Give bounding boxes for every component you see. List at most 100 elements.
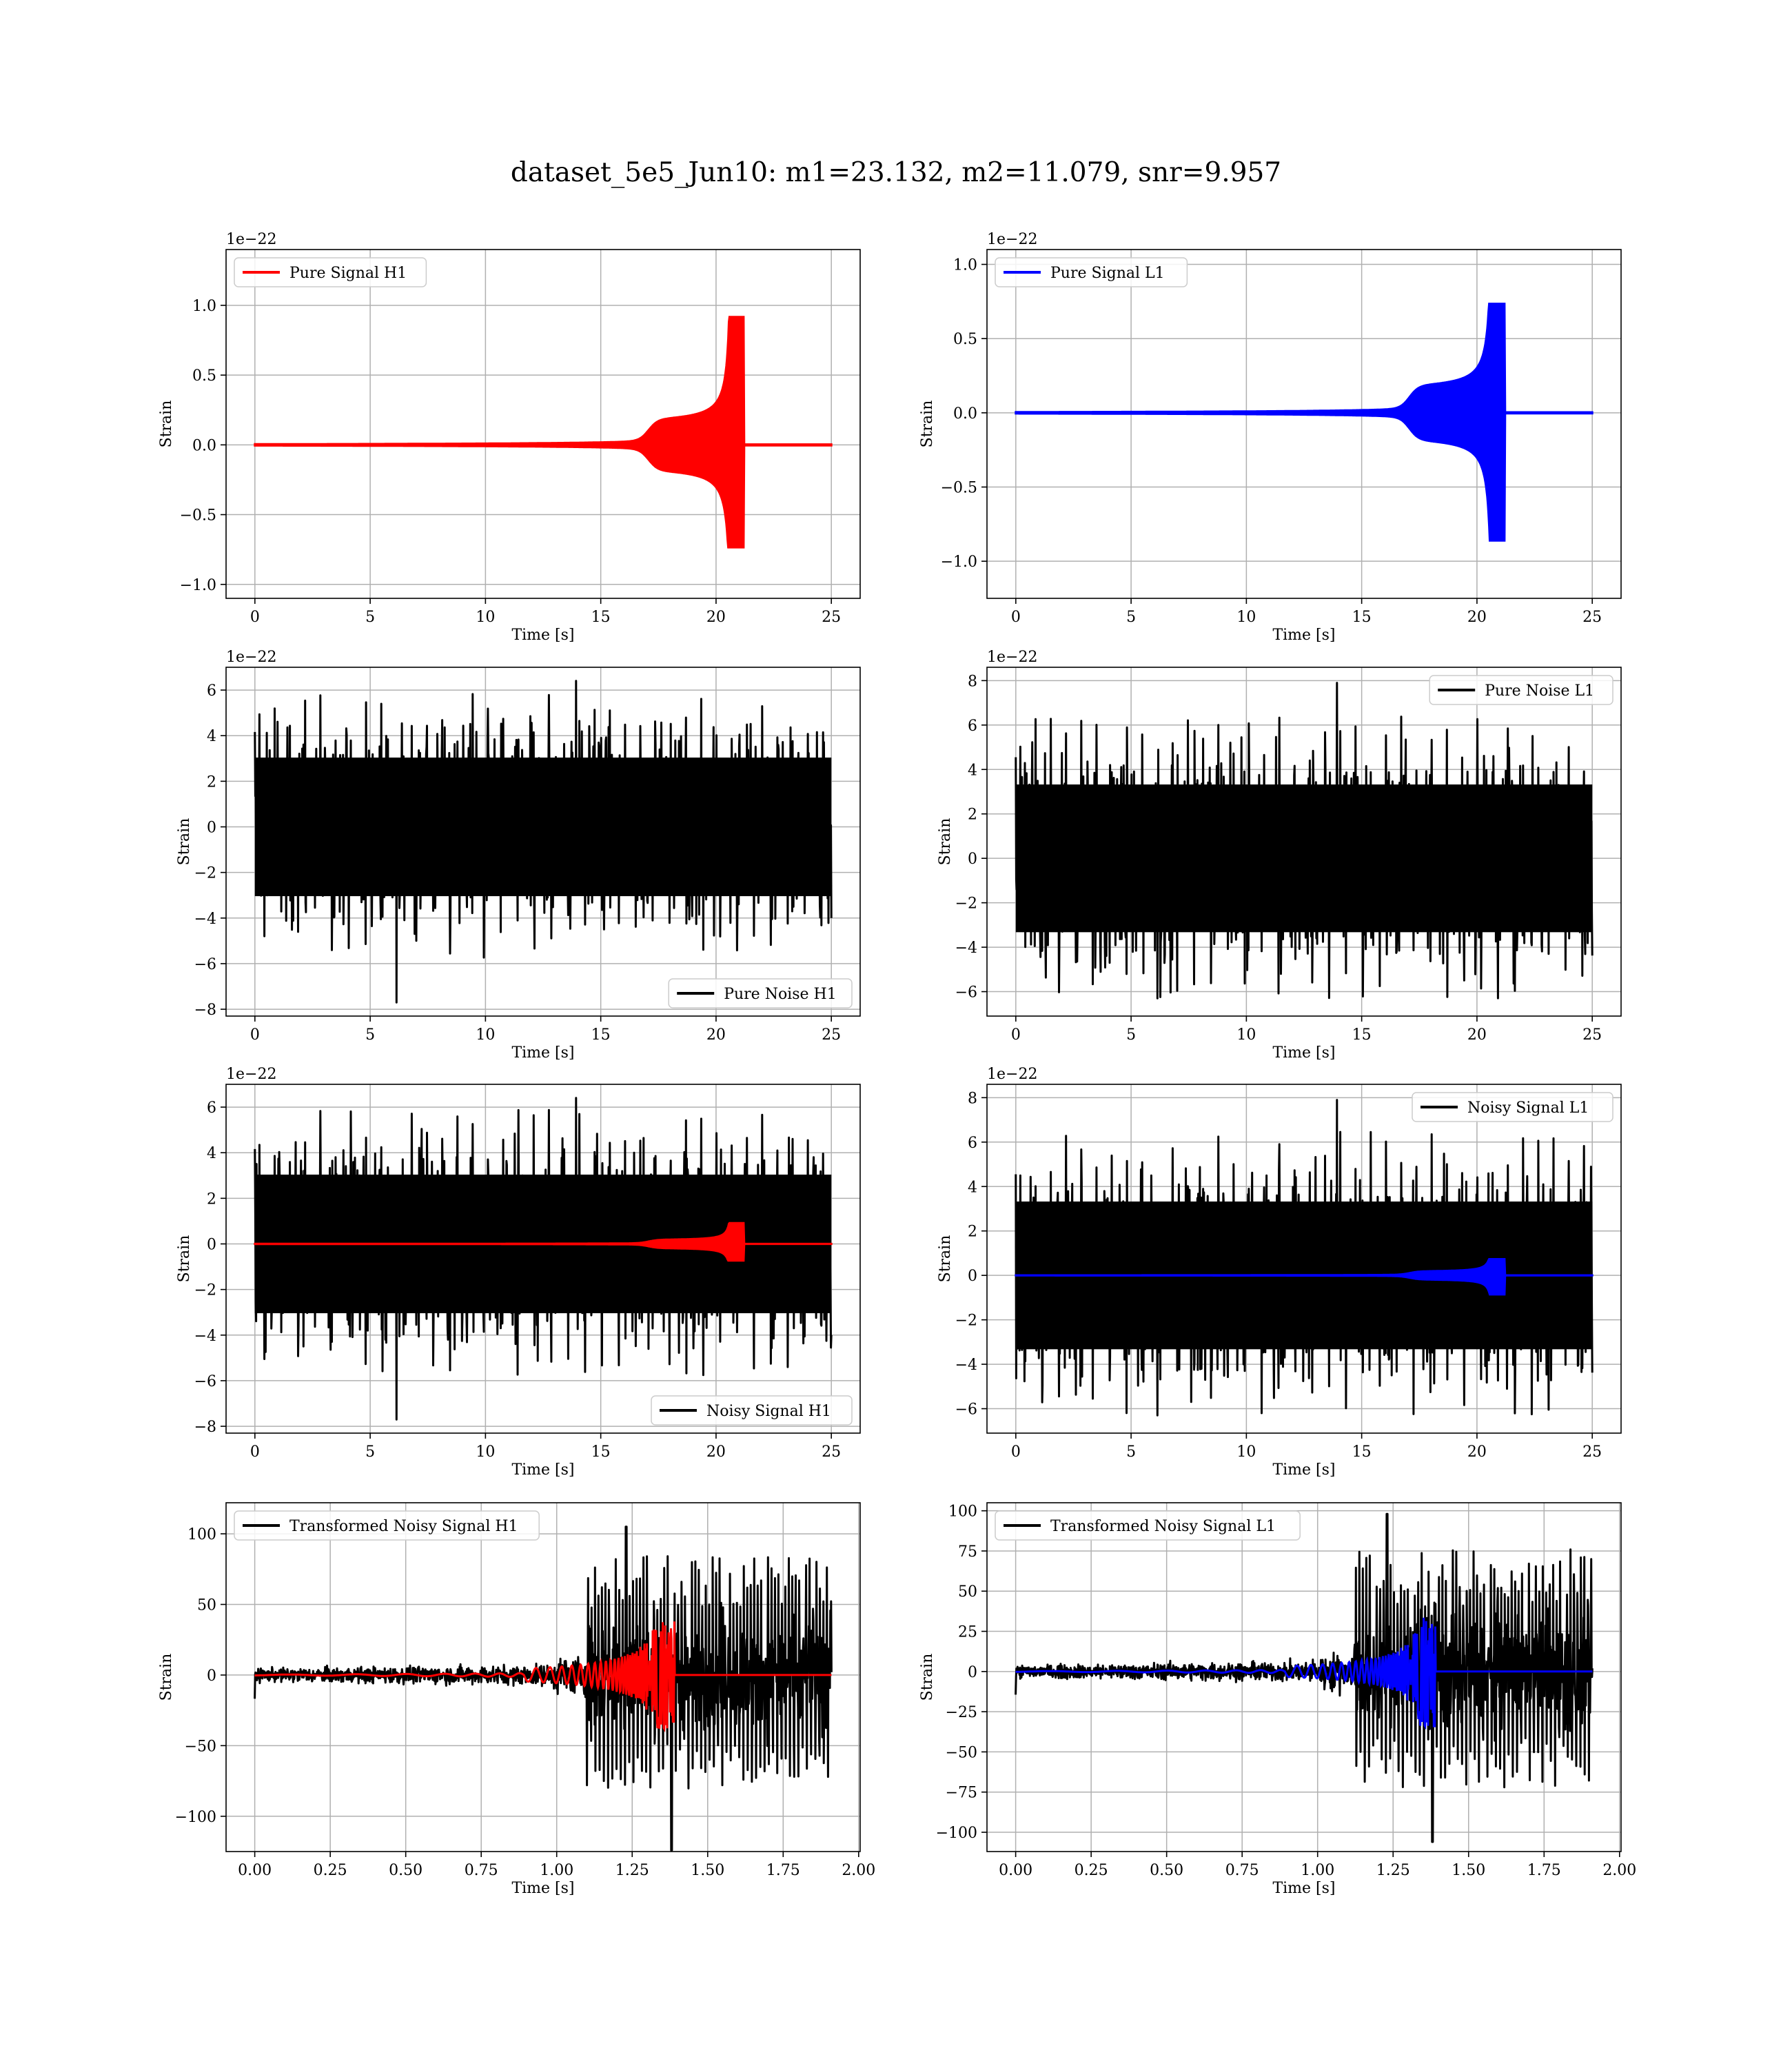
x-tick-label: 5 — [365, 1026, 375, 1044]
x-tick-label: 1.00 — [540, 1862, 573, 1879]
y-tick-label: 2 — [968, 1224, 977, 1241]
x-axis-label: Time [s] — [1272, 1461, 1335, 1479]
x-tick-label: 5 — [365, 1443, 375, 1461]
x-tick-label: 0.75 — [465, 1862, 498, 1879]
y-tick-label: −4 — [194, 911, 216, 928]
plot-area — [254, 680, 833, 1004]
y-tick-label: 0 — [207, 1667, 216, 1685]
legend-box — [1412, 1092, 1613, 1122]
plot-area — [254, 1525, 833, 1852]
y-tick-label: −4 — [955, 940, 977, 957]
y-tick-label: 25 — [958, 1624, 977, 1641]
y-tick-label: −6 — [194, 1373, 216, 1390]
x-tick-label: 0 — [250, 1026, 260, 1044]
y-offset-text: 1e−22 — [226, 649, 276, 666]
y-axis-label: Strain — [937, 1235, 954, 1283]
y-tick-label: −6 — [955, 984, 977, 1002]
y-axis-label: Strain — [937, 818, 954, 866]
legend-box — [234, 1510, 540, 1541]
plot-area — [1015, 303, 1594, 542]
x-tick-label: 2.00 — [842, 1862, 875, 1879]
plot-area — [254, 1097, 833, 1421]
y-tick-label: −0.5 — [941, 480, 977, 497]
x-tick-label: 25 — [822, 1026, 841, 1044]
x-tick-label: 20 — [1467, 1443, 1487, 1461]
x-tick-label: 10 — [476, 609, 495, 626]
y-tick-label: −2 — [955, 895, 977, 913]
axes-frame — [986, 1084, 1622, 1434]
y-tick-label: 0.0 — [192, 437, 216, 454]
y-tick-label: 4 — [207, 1145, 216, 1162]
legend-box — [1429, 675, 1613, 705]
plot-area — [1015, 682, 1594, 1000]
x-tick-label: 10 — [1236, 1026, 1256, 1044]
x-tick-label: 25 — [1582, 609, 1602, 626]
legend-label: Noisy Signal L1 — [1467, 1099, 1589, 1117]
axes-frame — [225, 1502, 861, 1852]
legend-box — [995, 257, 1188, 287]
x-tick-label: 1.50 — [1452, 1862, 1485, 1879]
x-tick-label: 15 — [1352, 609, 1372, 626]
x-tick-label: 10 — [1236, 1443, 1256, 1461]
y-tick-label: 6 — [968, 718, 977, 735]
x-tick-label: 15 — [591, 1443, 611, 1461]
plot-area — [254, 316, 833, 549]
series-transformed-noisy-signal-h1-overlay — [254, 1621, 832, 1733]
x-tick-label: 20 — [1467, 609, 1487, 626]
x-tick-label: 10 — [476, 1026, 495, 1044]
x-tick-label: 5 — [1126, 609, 1136, 626]
series-transformed-noisy-signal-l1 — [1015, 1512, 1594, 1843]
y-tick-label: 4 — [207, 728, 216, 745]
x-axis-label: Time [s] — [511, 1044, 574, 1062]
y-tick-label: 50 — [197, 1596, 216, 1614]
legend-box — [234, 257, 427, 287]
legend-label: Pure Noise H1 — [724, 986, 837, 1003]
y-offset-text: 1e−22 — [226, 1066, 276, 1083]
y-tick-label: 8 — [968, 1090, 977, 1107]
series-noisy-signal-h1 — [254, 1097, 833, 1421]
legend: Noisy Signal H1 — [651, 1395, 853, 1426]
x-tick-label: 5 — [1126, 1443, 1136, 1461]
x-axis-label: Time [s] — [511, 1461, 574, 1479]
x-tick-label: 0.50 — [389, 1862, 422, 1879]
legend: Noisy Signal L1 — [1412, 1092, 1613, 1122]
y-offset-text: 1e−22 — [987, 231, 1037, 248]
y-tick-label: −100 — [936, 1825, 977, 1842]
legend: Pure Noise L1 — [1429, 675, 1613, 705]
y-tick-label: 0 — [968, 851, 977, 868]
x-tick-label: 0 — [1011, 1026, 1021, 1044]
x-tick-label: 1.75 — [1527, 1862, 1561, 1879]
x-tick-label: 1.50 — [691, 1862, 724, 1879]
axes-frame — [225, 667, 861, 1017]
y-tick-label: 0 — [207, 1237, 216, 1254]
x-tick-label: 25 — [1582, 1443, 1602, 1461]
page-title: dataset_5e5_Jun10: m1=23.132, m2=11.079,… — [510, 157, 1282, 188]
x-tick-label: 0.00 — [999, 1862, 1032, 1879]
legend: Pure Signal H1 — [234, 257, 427, 287]
legend-box — [651, 1395, 853, 1426]
axes-frame — [986, 249, 1622, 599]
y-axis-label: Strain — [176, 818, 193, 866]
x-tick-label: 0 — [1011, 1443, 1021, 1461]
legend-label: Pure Signal L1 — [1050, 265, 1165, 282]
series-transformed-noisy-signal-h1 — [254, 1525, 833, 1852]
x-tick-label: 15 — [1352, 1443, 1372, 1461]
y-tick-label: 2 — [968, 807, 977, 824]
legend-label: Transformed Noisy Signal H1 — [289, 1518, 518, 1535]
series-transformed-noisy-signal-l1-overlay — [1015, 1617, 1593, 1730]
x-tick-label: 1.00 — [1301, 1862, 1334, 1879]
y-tick-label: 100 — [948, 1503, 977, 1521]
axes-frame — [986, 1502, 1622, 1852]
chart-transformed-noisy-signal-h1: 0.00 0.25 0.50 0.75 1.00 1.25 1.50 1.75 2.00 −100… — [158, 1502, 875, 1897]
y-tick-label: 0 — [968, 1268, 977, 1285]
axes-frame — [986, 667, 1622, 1017]
y-axis-label: Strain — [919, 1654, 936, 1701]
y-axis-label: Strain — [919, 401, 936, 448]
y-tick-label: 1.0 — [953, 257, 977, 274]
x-tick-label: 1.25 — [615, 1862, 649, 1879]
legend: Pure Noise H1 — [668, 978, 853, 1008]
chart-transformed-noisy-signal-l1: 0.00 0.25 0.50 0.75 1.00 1.25 1.50 1.75 2.00 −100… — [919, 1502, 1636, 1897]
chart-pure-signal-l1: 0 5 10 15 20 25 −1.0 −0.5 0.0 0.5 1.0 Time [s] Strai… — [919, 231, 1622, 644]
x-axis-label: Time [s] — [1272, 627, 1335, 644]
